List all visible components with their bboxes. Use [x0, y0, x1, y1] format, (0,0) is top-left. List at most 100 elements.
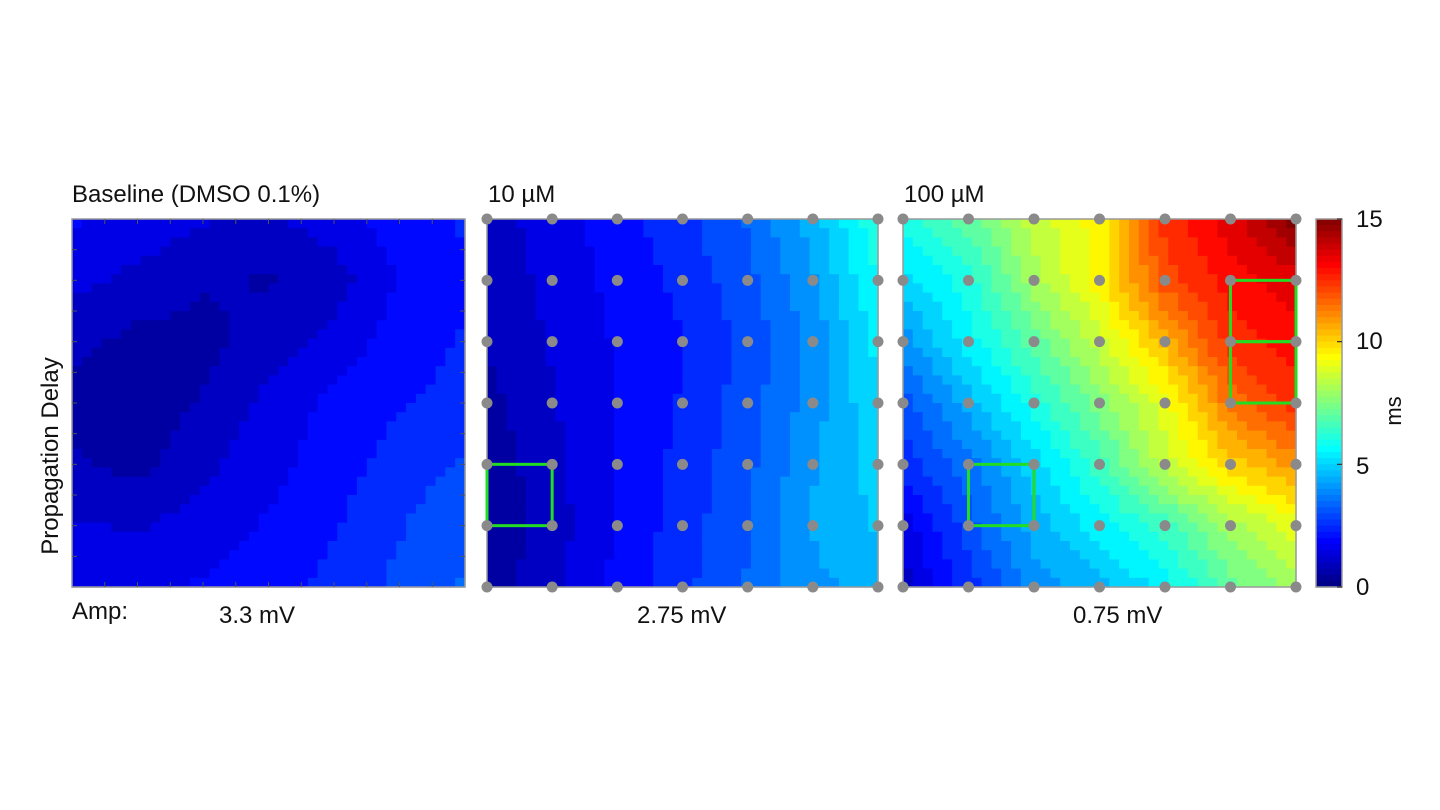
heatmap-cell: [819, 357, 830, 367]
heatmap-cell: [682, 541, 693, 551]
heatmap-cell: [337, 504, 348, 514]
heatmap-cell: [1011, 430, 1022, 441]
panel-1-heatmap: [71, 218, 466, 588]
heatmap-cell: [584, 412, 596, 422]
heatmap-cell: [1128, 495, 1140, 505]
heatmap-cell: [1246, 412, 1258, 422]
heatmap-cell: [268, 430, 279, 441]
heatmap-cell: [721, 228, 732, 238]
heatmap-cell: [971, 403, 983, 413]
heatmap-cell: [1217, 577, 1228, 588]
colorbar-segment: [1316, 378, 1342, 386]
heatmap-cell: [1128, 550, 1140, 560]
heatmap-cell: [189, 301, 201, 312]
heatmap-cell: [922, 255, 934, 266]
heatmap-cell: [1246, 577, 1258, 588]
heatmap-cell: [347, 375, 358, 386]
heatmap-cell: [1158, 430, 1169, 441]
heatmap-cell: [584, 265, 596, 275]
heatmap-cell: [435, 439, 446, 450]
heatmap-cell: [180, 274, 191, 284]
heatmap-cell: [396, 338, 407, 349]
heatmap-cell: [219, 430, 230, 441]
heatmap-cell: [770, 292, 781, 303]
heatmap-cell: [229, 375, 240, 386]
heatmap-cell: [903, 513, 914, 524]
heatmap-cell: [140, 255, 152, 266]
heatmap-cell: [574, 329, 586, 340]
heatmap-cell: [209, 577, 220, 588]
heatmap-cell: [952, 531, 963, 542]
heatmap-cell: [1089, 504, 1101, 514]
heatmap-cell: [170, 274, 181, 284]
heatmap-cell: [189, 485, 201, 496]
heatmap-cell: [516, 495, 527, 505]
heatmap-cell: [1060, 384, 1071, 395]
heatmap-cell: [297, 228, 309, 238]
heatmap-cell: [790, 347, 801, 358]
heatmap-cell: [594, 338, 605, 349]
heatmap-cell: [1217, 393, 1228, 404]
heatmap-cell: [1109, 531, 1120, 542]
heatmap-cell: [130, 255, 142, 266]
heatmap-cell: [604, 541, 615, 551]
heatmap-cell: [268, 559, 279, 570]
heatmap-cell: [337, 449, 348, 459]
heatmap-cell: [386, 347, 397, 358]
heatmap-cell: [799, 274, 811, 284]
heatmap-cell: [1079, 347, 1091, 358]
heatmap-cell: [219, 357, 230, 367]
heatmap-cell: [1168, 338, 1179, 349]
heatmap-cell: [711, 476, 723, 487]
heatmap-cell: [750, 439, 762, 450]
heatmap-cell: [1246, 384, 1258, 395]
heatmap-cell: [952, 568, 963, 579]
heatmap-cell: [81, 439, 93, 450]
heatmap-cell: [903, 219, 914, 229]
heatmap-cell: [386, 430, 397, 441]
heatmap-cell: [189, 265, 201, 275]
heatmap-cell: [1158, 513, 1169, 524]
electrode-dot: [897, 458, 909, 470]
heatmap-cell: [991, 384, 1002, 395]
heatmap-cell: [258, 412, 270, 422]
heatmap-cell: [981, 311, 993, 321]
heatmap-cell: [337, 403, 348, 413]
heatmap-cell: [623, 568, 635, 579]
heatmap-cell: [1128, 338, 1140, 349]
heatmap-cell: [487, 504, 498, 514]
heatmap-cell: [702, 403, 713, 413]
heatmap-cell: [487, 550, 498, 560]
heatmap-cell: [1079, 246, 1091, 257]
heatmap-cell: [643, 412, 654, 422]
heatmap-cell: [662, 458, 674, 468]
heatmap-cell: [455, 301, 466, 312]
heatmap-cell: [445, 476, 456, 487]
heatmap-cell: [366, 283, 378, 294]
heatmap-cell: [848, 568, 860, 579]
heatmap-cell: [1237, 384, 1248, 395]
electrode-dot: [611, 458, 623, 470]
heatmap-cell: [838, 228, 850, 238]
heatmap-cell: [672, 384, 684, 395]
heatmap-cell: [366, 449, 378, 459]
heatmap-cell: [702, 476, 713, 487]
heatmap-cell: [297, 522, 309, 533]
heatmap-cell: [526, 347, 537, 358]
heatmap-cell: [288, 292, 299, 303]
heatmap-cell: [101, 347, 112, 358]
heatmap-cell: [396, 246, 407, 257]
heatmap-cell: [396, 550, 407, 560]
heatmap-cell: [376, 219, 387, 229]
heatmap-cell: [545, 347, 557, 358]
heatmap-cell: [258, 577, 270, 588]
heatmap-cell: [406, 568, 417, 579]
heatmap-cell: [356, 384, 368, 395]
heatmap-cell: [653, 577, 664, 588]
heatmap-cell: [741, 347, 752, 358]
heatmap-cell: [981, 449, 993, 459]
heatmap-cell: [189, 421, 201, 432]
electrode-dot: [546, 274, 558, 286]
heatmap-cell: [731, 458, 742, 468]
heatmap-cell: [848, 274, 860, 284]
